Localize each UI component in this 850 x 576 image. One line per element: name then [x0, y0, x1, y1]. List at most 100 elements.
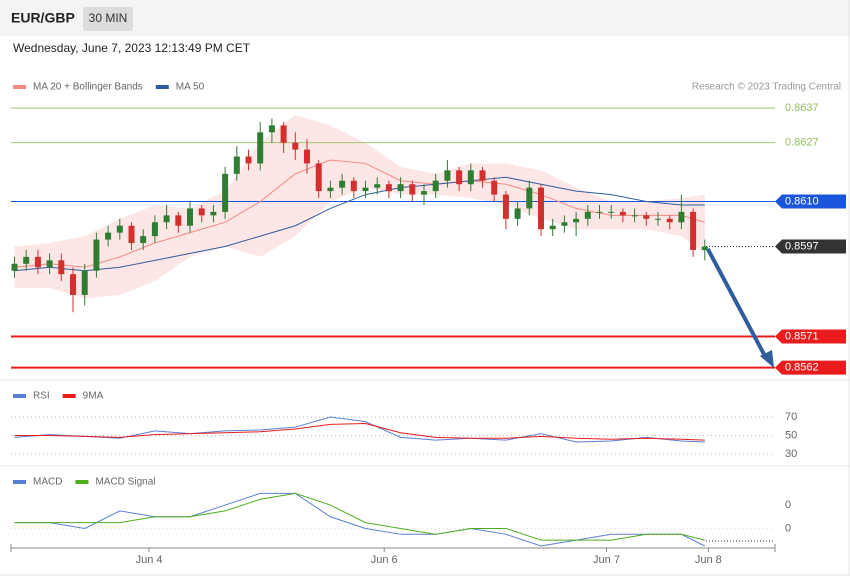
candle-body — [210, 211, 217, 216]
candle-body — [70, 274, 77, 295]
candle-body — [584, 211, 591, 219]
candle-body — [608, 211, 615, 213]
symbol: EUR/GBP — [11, 10, 75, 26]
candle-body — [631, 215, 638, 217]
candle-body — [573, 218, 580, 223]
candle-body — [304, 149, 311, 164]
candle-body — [93, 239, 100, 271]
candle-body — [655, 218, 662, 220]
rsi-tick-label: 30 — [785, 448, 797, 460]
level-tag — [775, 360, 846, 375]
rsi-tick-label: 70 — [785, 411, 797, 423]
candle-body — [175, 215, 182, 226]
candle-body — [292, 142, 299, 150]
candle-body — [198, 208, 205, 216]
candle-body — [58, 260, 65, 275]
candle-body — [409, 184, 416, 195]
rsi-tick-label: 50 — [785, 429, 797, 441]
candle-body — [151, 222, 158, 237]
candle-body — [467, 170, 474, 185]
level-label: 0.8571 — [785, 330, 819, 342]
candle-body — [514, 208, 521, 219]
candle-body — [432, 180, 439, 192]
candle-body — [245, 156, 252, 164]
candle-body — [105, 232, 112, 240]
legend-swatch — [62, 394, 76, 398]
level-label: 0.8637 — [785, 102, 819, 114]
legend-label: MA 50 — [176, 82, 205, 93]
candle-body — [11, 263, 18, 271]
candle-body — [666, 218, 673, 223]
level-label: 0.8597 — [785, 240, 819, 252]
interval-badge — [83, 7, 133, 31]
candle-body — [561, 222, 568, 226]
level-tag — [775, 329, 846, 344]
candle-body — [116, 225, 123, 233]
bollinger-band — [14, 114, 705, 299]
x-tick-label: Jun 7 — [593, 554, 620, 566]
candle-body — [374, 184, 381, 188]
candle-body — [491, 180, 498, 195]
candle-body — [128, 225, 135, 244]
candle-body — [233, 156, 240, 174]
candle-body — [362, 187, 369, 192]
candle-body — [456, 170, 463, 185]
legend-swatch — [13, 480, 26, 484]
level-label: 0.8610 — [785, 195, 819, 207]
legend-label: RSI — [33, 391, 50, 402]
candle-body — [619, 211, 626, 216]
candle-body — [187, 208, 194, 226]
macd-line — [14, 492, 706, 547]
candle-body — [502, 194, 509, 219]
header-bar — [0, 0, 850, 36]
rsi-ma-line — [14, 422, 705, 441]
legend-label: MA 20 + Bollinger Bands — [33, 82, 143, 93]
forecast-arrowhead — [760, 350, 774, 368]
candle-body — [397, 184, 404, 192]
level-label: 0.8627 — [785, 137, 819, 149]
candle-body — [257, 132, 264, 164]
macd-signal-line — [14, 492, 705, 541]
legend-swatch — [13, 85, 26, 89]
timestamp: Wednesday, June 7, 2023 12:13:49 PM CET — [13, 41, 251, 55]
candle-body — [479, 170, 486, 181]
candle-body — [327, 187, 334, 192]
candle-body — [385, 184, 392, 192]
candle-body — [222, 173, 229, 212]
rsi-line — [14, 416, 705, 443]
level-label: 0.8562 — [785, 362, 819, 374]
candle-body — [315, 163, 322, 192]
candle-body — [163, 215, 170, 223]
candle-body — [549, 225, 556, 230]
legend-label: 9MA — [83, 391, 104, 402]
x-tick-label: Jun 4 — [136, 554, 163, 566]
candle-body — [538, 187, 545, 230]
candle-body — [140, 236, 147, 244]
level-tag — [775, 194, 846, 209]
legend-swatch — [75, 480, 89, 484]
candle-body — [339, 180, 346, 188]
candle-body — [350, 180, 357, 192]
forecast-arrow — [706, 248, 768, 359]
candle-body — [23, 256, 30, 264]
candle-body — [421, 191, 428, 195]
candle-body — [81, 270, 88, 295]
candle-body — [46, 260, 53, 268]
candle-body — [268, 125, 275, 133]
candle-body — [690, 211, 697, 250]
candle-body — [643, 215, 650, 219]
candle-body — [701, 246, 708, 250]
candle-body — [34, 256, 41, 268]
x-tick-label: Jun 6 — [371, 554, 398, 566]
macd-tick-label: 0 — [785, 522, 791, 534]
interval: 30 MIN — [89, 11, 128, 25]
x-tick-label: Jun 8 — [695, 554, 722, 566]
legend-label: MACD Signal — [95, 477, 155, 488]
candle-body — [596, 211, 603, 213]
legend-swatch — [155, 85, 169, 89]
candle-body — [678, 211, 685, 223]
credit: Research © 2023 Trading Central — [692, 82, 841, 93]
candle-body — [444, 170, 451, 181]
